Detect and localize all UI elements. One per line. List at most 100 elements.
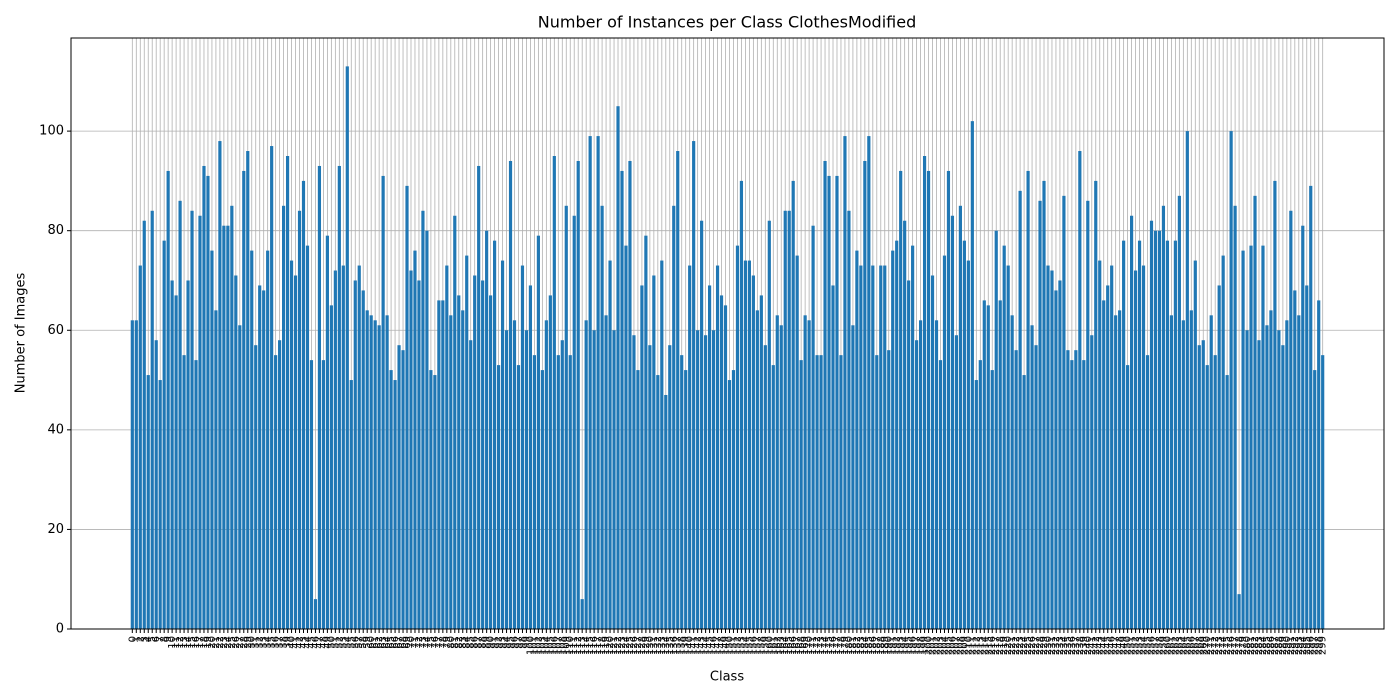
bar: [389, 370, 393, 629]
x-tick-label: 125: [625, 636, 636, 655]
bar: [536, 235, 540, 629]
bar: [644, 235, 648, 629]
bar: [1257, 340, 1261, 629]
x-tick-label: 240: [1083, 636, 1094, 655]
bar: [835, 175, 839, 629]
x-tick-label: 166: [788, 636, 799, 655]
bar: [1094, 180, 1098, 629]
bar: [1141, 265, 1146, 629]
bar: [1289, 210, 1293, 629]
bar: [628, 160, 632, 629]
bar: [715, 265, 720, 629]
x-tick-label: 271: [1206, 636, 1217, 655]
x-tick-label: 196: [908, 636, 919, 655]
x-tick-label: 143: [697, 636, 708, 655]
x-tick-label: 246: [1107, 636, 1118, 655]
bar: [648, 345, 652, 629]
bar: [258, 285, 262, 629]
bar: [879, 265, 883, 629]
x-tick-label: 96: [510, 636, 521, 649]
x-tick-label: 265: [1182, 636, 1193, 655]
x-tick-label: 93: [498, 636, 509, 649]
bar: [676, 151, 680, 629]
x-tick-label: 135: [665, 636, 676, 655]
x-tick-label: 298: [1314, 636, 1325, 655]
x-tick-label: 200: [924, 636, 935, 655]
x-tick-label: 221: [1007, 636, 1018, 655]
x-tick-label: 157: [752, 636, 763, 655]
y-tick-label: 60: [47, 323, 64, 338]
bar: [1070, 360, 1074, 629]
bar: [779, 325, 783, 629]
bar: [481, 280, 485, 629]
x-tick-label: 243: [1095, 636, 1106, 655]
bar: [1098, 260, 1102, 629]
bar: [918, 320, 923, 629]
x-tick-label: 126: [629, 636, 640, 655]
bar: [596, 136, 600, 629]
bar: [309, 360, 314, 629]
x-tick-label: 280: [1242, 636, 1253, 655]
x-tick-label: 286: [1266, 636, 1277, 655]
x-tick-label: 15: [187, 636, 198, 649]
bar: [934, 320, 939, 629]
x-tick-label: 27: [235, 636, 246, 649]
bar: [568, 355, 572, 629]
bar: [572, 215, 576, 629]
x-tick-label: 191: [888, 636, 899, 655]
bar: [1042, 180, 1046, 629]
x-tick-label: 235: [1063, 636, 1074, 655]
bar: [1145, 355, 1150, 629]
bar: [827, 175, 831, 629]
bar: [1225, 375, 1229, 629]
x-tick-label: 264: [1178, 636, 1189, 655]
bar: [453, 215, 457, 629]
x-tick-label: 98: [517, 636, 528, 649]
x-tick-label: 152: [732, 636, 743, 655]
x-tick-label: 249: [1119, 636, 1130, 655]
x-tick-label: 33: [259, 636, 270, 649]
bar: [349, 380, 353, 629]
x-tick-label: 0: [127, 636, 138, 642]
bar: [1161, 205, 1166, 629]
bar: [477, 165, 481, 629]
bar: [1157, 230, 1162, 629]
x-tick-label: 192: [892, 636, 903, 655]
x-tick-label: 273: [1214, 636, 1225, 655]
bar: [1066, 350, 1070, 629]
bar: [134, 320, 138, 629]
bar: [958, 205, 962, 629]
x-tick-label: 185: [864, 636, 875, 655]
bar: [274, 355, 278, 629]
x-tick-label: 134: [661, 636, 672, 655]
bar: [1026, 170, 1030, 629]
bar: [891, 250, 895, 629]
x-tick-label: 74: [422, 636, 433, 649]
x-tick-label: 65: [386, 636, 397, 649]
bar: [1233, 205, 1237, 629]
x-tick-label: 67: [394, 636, 405, 649]
x-tick-label: 182: [852, 636, 863, 655]
bar: [186, 280, 190, 629]
x-tick-label: 230: [1043, 636, 1054, 655]
x-tick-label: 46: [310, 636, 321, 649]
bar: [373, 320, 377, 629]
x-tick-label: 8: [159, 636, 170, 642]
x-tick-label: 269: [1198, 636, 1209, 655]
bar: [417, 280, 421, 629]
x-tick-label: 2: [135, 636, 146, 642]
x-tick-label: 194: [900, 636, 911, 655]
bar: [1221, 255, 1225, 630]
x-tick-label: 30: [247, 636, 258, 649]
bar: [146, 375, 150, 629]
bar: [926, 170, 931, 629]
bar: [1249, 245, 1253, 629]
bar: [385, 315, 389, 629]
x-tick-label: 229: [1039, 636, 1050, 655]
bar: [305, 245, 310, 629]
bar: [668, 345, 672, 629]
bar: [867, 136, 871, 629]
bar: [680, 355, 684, 629]
x-tick-label: 23: [219, 636, 230, 649]
